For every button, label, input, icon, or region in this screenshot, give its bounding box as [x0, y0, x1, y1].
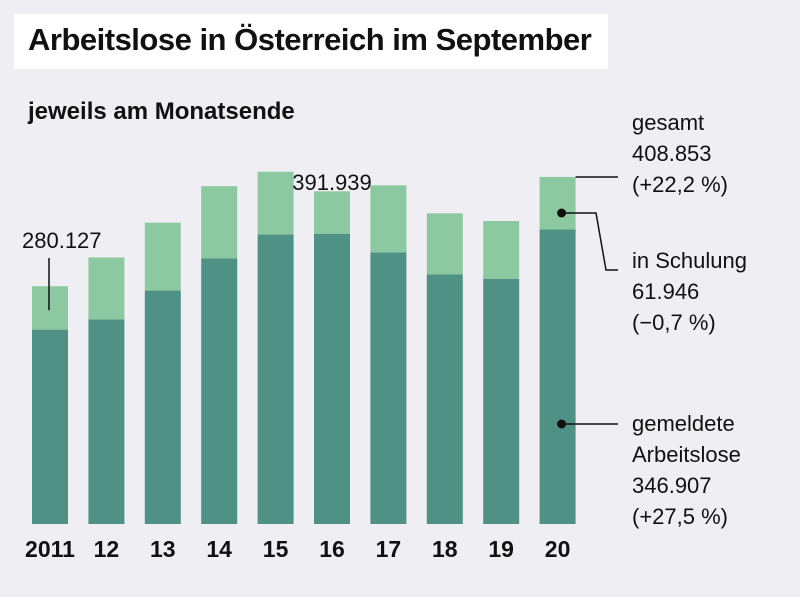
bar-gemeldete-19: [483, 278, 520, 524]
x-tick-label-15: 15: [263, 536, 289, 562]
legend-gemeldete-line-0: gemeldete: [632, 411, 735, 436]
bar-gemeldete-2011: [32, 329, 68, 524]
chart-subtitle: jeweils am Monatsende: [28, 98, 295, 125]
bar-schulung-14: [201, 186, 238, 259]
x-tick-label-12: 12: [94, 536, 120, 562]
bar-gemeldete-13: [144, 290, 181, 524]
legend-gesamt-line-2: (+22,2 %): [632, 172, 728, 197]
legend-gesamt-line-1: 408.853: [632, 141, 712, 166]
x-tick-label-17: 17: [376, 536, 402, 562]
bar-gemeldete-18: [426, 274, 463, 524]
legend-schulung-line-2: (−0,7 %): [632, 310, 716, 335]
bar-schulung-20: [539, 176, 576, 230]
title-box: [14, 14, 608, 69]
bar-schulung-16: [314, 191, 350, 234]
x-tick-label-14: 14: [206, 536, 232, 562]
bar-schulung-12: [88, 257, 125, 320]
legend-gemeldete-line-3: (+27,5 %): [632, 504, 728, 529]
bar-schulung-2011: [32, 286, 68, 330]
bar-schulung-17: [370, 185, 407, 253]
leader-schulung: [561, 212, 618, 271]
x-tick-label-16: 16: [319, 536, 345, 562]
bar-gemeldete-14: [201, 258, 238, 524]
x-tick-label-13: 13: [150, 536, 176, 562]
legend-schulung-line-1: 61.946: [632, 279, 699, 304]
bar-gemeldete-16: [314, 233, 350, 524]
x-tick-label-19: 19: [488, 536, 514, 562]
bar-schulung-15: [257, 171, 294, 235]
legend-gesamt-line-0: gesamt: [632, 110, 704, 135]
x-tick-label-2011: 2011: [25, 536, 75, 562]
bar-schulung-19: [483, 220, 520, 279]
bar-gemeldete-12: [88, 319, 125, 524]
bar-gemeldete-20: [539, 229, 576, 525]
legend-schulung-line-0: in Schulung: [632, 248, 747, 273]
value-label-16: 391.939: [292, 170, 372, 195]
x-tick-label-18: 18: [432, 536, 458, 562]
x-tick-label-20: 20: [545, 536, 571, 562]
bar-gemeldete-17: [370, 252, 407, 525]
legend-gemeldete-line-2: 346.907: [632, 473, 712, 498]
value-label-2011: 280.127: [22, 228, 102, 253]
bar-schulung-18: [426, 213, 463, 275]
bar-gemeldete-15: [257, 234, 294, 524]
bar-schulung-13: [144, 222, 181, 291]
chart-title: Arbeitslose in Österreich im September: [28, 22, 592, 57]
legend-gemeldete-line-1: Arbeitslose: [632, 442, 741, 467]
